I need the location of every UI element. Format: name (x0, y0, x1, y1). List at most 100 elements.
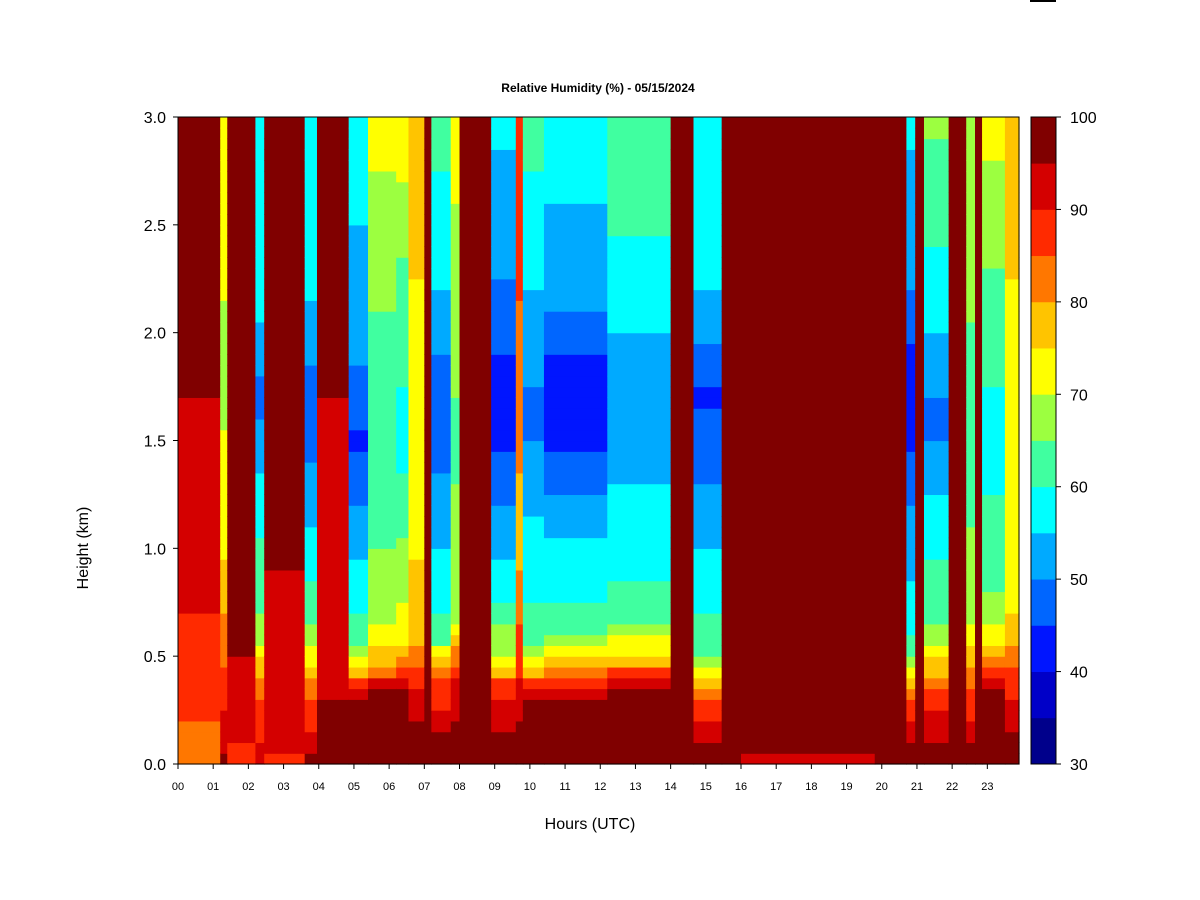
heatmap-cell (966, 440, 976, 452)
heatmap-cell (607, 160, 672, 172)
heatmap-cell (982, 386, 1006, 398)
heatmap-cell (304, 462, 318, 474)
heatmap-cell (966, 365, 976, 377)
colorbar-swatch (1031, 255, 1056, 303)
heatmap-cell (975, 515, 983, 528)
heatmap-cell (348, 386, 369, 398)
heatmap-cell (741, 548, 876, 560)
colorbar-swatch (1031, 532, 1056, 580)
heatmap-cell (227, 138, 257, 150)
heatmap-cell (1004, 666, 1020, 679)
heatmap-cell (255, 332, 265, 345)
heatmap-cell (874, 580, 907, 593)
heatmap-cell (450, 559, 461, 571)
heatmap-cell (607, 203, 672, 215)
heatmap-cell (431, 267, 452, 280)
heatmap-cell (431, 688, 452, 700)
heatmap-cell (408, 666, 425, 679)
x-tick-label: 14 (665, 781, 677, 793)
heatmap-cell (721, 192, 742, 204)
heatmap-cell (906, 397, 916, 409)
heatmap-cell (431, 548, 452, 560)
heatmap-cell (348, 526, 369, 539)
colorbar-swatch (1031, 717, 1056, 765)
heatmap-cell (670, 181, 695, 194)
heatmap-cell (316, 321, 350, 334)
heatmap-cell (975, 257, 983, 269)
heatmap-cell (459, 451, 492, 463)
heatmap-cell (966, 235, 976, 247)
heatmap-cell (982, 203, 1006, 215)
heatmap-cell (923, 278, 950, 291)
heatmap-cell (1004, 332, 1020, 345)
heatmap-cell (522, 278, 545, 291)
heatmap-cell (459, 408, 492, 420)
heatmap-cell (396, 742, 410, 754)
heatmap-cell (670, 343, 695, 355)
heatmap-cell (459, 505, 492, 517)
heatmap-cell (975, 235, 983, 247)
heatmap-cell (915, 246, 925, 258)
heatmap-cell (348, 505, 369, 517)
heatmap-cell (741, 688, 876, 700)
heatmap-cell (975, 397, 983, 409)
heatmap-cell (741, 440, 876, 452)
heatmap-cell (431, 462, 452, 474)
heatmap-cell (227, 354, 257, 366)
heatmap-cell (874, 397, 907, 409)
heatmap-cell (408, 246, 425, 258)
heatmap-cell (721, 634, 742, 646)
heatmap-cell (982, 181, 1006, 194)
heatmap-cell (227, 688, 257, 700)
heatmap-cell (264, 224, 306, 237)
heatmap-cell (721, 246, 742, 258)
heatmap-cell (982, 127, 1006, 140)
heatmap-cell (975, 267, 983, 280)
heatmap-cell (522, 731, 545, 744)
heatmap-cell (424, 138, 432, 150)
heatmap-cell (607, 742, 672, 754)
heatmap-cell (316, 278, 350, 291)
heatmap-cell (178, 731, 221, 744)
heatmap-cell (1004, 494, 1020, 506)
heatmap-cell (459, 203, 492, 215)
heatmap-cell (459, 537, 492, 549)
heatmap-cell (396, 440, 410, 452)
heatmap-cell (304, 418, 318, 431)
heatmap-cell (693, 311, 723, 323)
heatmap-cell (923, 343, 950, 355)
heatmap-cell (670, 677, 695, 690)
heatmap-cell (543, 688, 608, 700)
heatmap-cell (975, 710, 983, 722)
heatmap-cell (966, 408, 976, 420)
heatmap-cell (450, 192, 461, 204)
heatmap-cell (721, 267, 742, 280)
heatmap-cell (966, 224, 976, 237)
heatmap-cell (693, 117, 723, 129)
heatmap-cell (255, 397, 265, 409)
heatmap-cell (915, 160, 925, 172)
heatmap-cell (741, 214, 876, 226)
heatmap-cell (408, 138, 425, 150)
heatmap-cell (874, 494, 907, 506)
heatmap-cell (906, 418, 916, 431)
heatmap-cell (741, 300, 876, 312)
heatmap-cell (431, 634, 452, 646)
heatmap-cell (522, 688, 545, 700)
heatmap-cell (975, 365, 983, 377)
heatmap-cell (923, 332, 950, 345)
heatmap-cell (368, 127, 397, 140)
heatmap-cell (450, 505, 461, 517)
x-tick-label: 23 (981, 781, 993, 793)
heatmap-cell (721, 472, 742, 485)
heatmap-cell (607, 354, 672, 366)
heatmap-cell (1004, 343, 1020, 355)
heatmap-cell (948, 472, 967, 485)
x-tick-label: 08 (453, 781, 465, 793)
heatmap-cell (408, 580, 425, 593)
heatmap-cell (424, 656, 432, 668)
heatmap-cell (1004, 559, 1020, 571)
heatmap-cell (923, 742, 950, 754)
heatmap-cell (982, 429, 1006, 442)
heatmap-cell (607, 753, 672, 765)
